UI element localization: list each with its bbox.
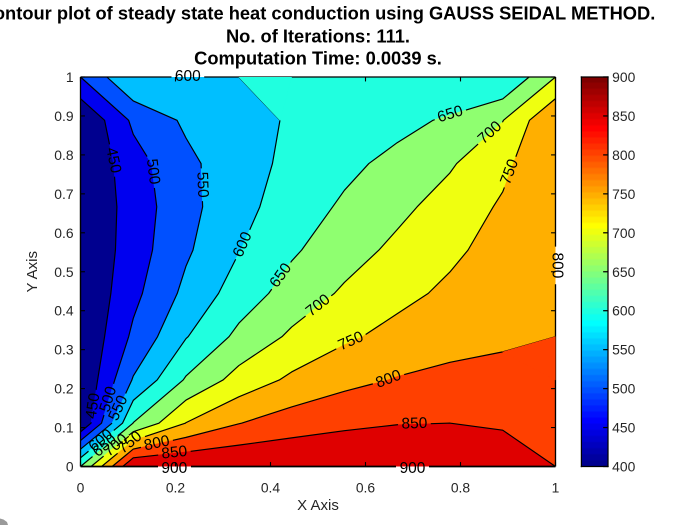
svg-text:650: 650	[435, 102, 465, 126]
svg-text:750: 750	[612, 186, 635, 202]
svg-text:0.3: 0.3	[54, 342, 74, 358]
svg-text:500: 500	[96, 384, 120, 414]
svg-text:0.2: 0.2	[166, 480, 186, 496]
svg-text:500: 500	[612, 381, 635, 397]
svg-text:550: 550	[193, 172, 211, 198]
svg-text:0.6: 0.6	[356, 480, 376, 496]
svg-text:0.2: 0.2	[54, 381, 74, 397]
svg-text:800: 800	[612, 147, 635, 163]
svg-text:Contour plot of steady state h: Contour plot of steady state heat conduc…	[0, 2, 655, 23]
svg-text:Y Axis: Y Axis	[24, 251, 41, 292]
svg-text:400: 400	[612, 459, 635, 475]
svg-text:550: 550	[612, 342, 635, 358]
svg-text:1: 1	[552, 480, 560, 496]
svg-text:0.7: 0.7	[54, 186, 74, 202]
svg-text:500: 500	[143, 158, 163, 186]
svg-text:Computation Time: 0.0039 s.: Computation Time: 0.0039 s.	[194, 48, 442, 69]
svg-text:900: 900	[161, 460, 187, 477]
svg-text:600: 600	[612, 303, 635, 319]
svg-text:800: 800	[142, 432, 171, 454]
svg-text:0.9: 0.9	[54, 108, 74, 124]
svg-text:900: 900	[612, 69, 635, 85]
svg-text:0.1: 0.1	[54, 420, 74, 436]
svg-text:800: 800	[549, 253, 566, 279]
svg-text:0.5: 0.5	[54, 264, 74, 280]
svg-text:0: 0	[66, 459, 74, 475]
svg-text:700: 700	[612, 225, 635, 241]
svg-text:0.4: 0.4	[261, 480, 281, 496]
svg-text:0.4: 0.4	[54, 303, 74, 319]
svg-text:0: 0	[77, 480, 85, 496]
svg-text:1: 1	[66, 69, 74, 85]
svg-text:600: 600	[175, 68, 201, 85]
svg-text:0.6: 0.6	[54, 225, 74, 241]
svg-text:850: 850	[612, 108, 635, 124]
svg-text:650: 650	[612, 264, 635, 280]
svg-text:850: 850	[401, 415, 427, 433]
svg-text:450: 450	[102, 146, 124, 175]
svg-text:450: 450	[83, 392, 104, 420]
svg-text:0.8: 0.8	[451, 480, 471, 496]
svg-text:No. of Iterations: 111.: No. of Iterations: 111.	[226, 26, 410, 47]
svg-text:850: 850	[161, 443, 189, 463]
svg-text:0.8: 0.8	[54, 147, 74, 163]
svg-text:X Axis: X Axis	[297, 497, 339, 514]
svg-text:450: 450	[612, 420, 635, 436]
svg-text:900: 900	[400, 460, 426, 477]
